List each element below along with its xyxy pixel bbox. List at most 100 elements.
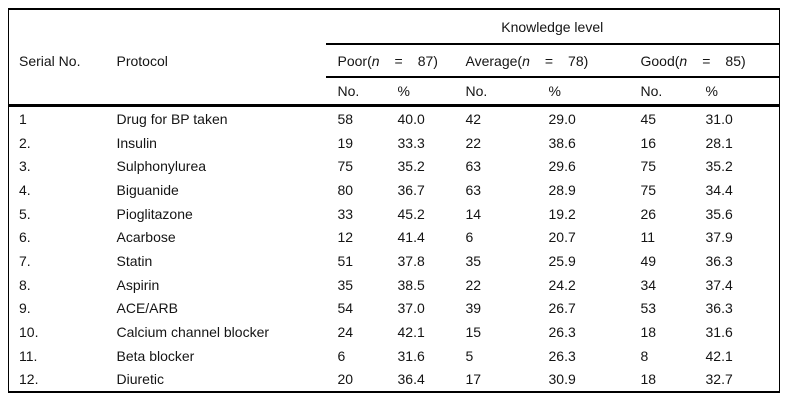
average-no-cell: 22	[465, 276, 482, 293]
average-pct-header: %	[540, 77, 631, 107]
poor-no-cell: 35	[337, 276, 354, 293]
good-no-cell: 45	[640, 110, 657, 127]
average-pct-cell: 26.3	[548, 324, 576, 341]
knowledge-level-table: Serial No. Protocol Knowledge level Poor…	[8, 8, 780, 394]
knowledge-level-header: Knowledge level	[325, 9, 780, 45]
group-header-average: Average(n = 78)	[455, 44, 631, 78]
protocol-cell: Drug for BP taken	[116, 110, 228, 127]
poor-pct-cell: 36.4	[397, 371, 425, 388]
n-symbol: n	[371, 52, 380, 69]
good-pct-cell: 37.9	[705, 229, 733, 246]
good-no-cell: 75	[640, 181, 657, 198]
protocol-cell: Aspirin	[116, 276, 160, 293]
good-no-cell: 8	[640, 347, 649, 364]
average-no-cell: 35	[465, 252, 482, 269]
header-row-sub: No. % No. % No. %	[9, 77, 780, 107]
poor-pct-cell: 42.1	[397, 324, 425, 341]
good-pct-cell: 35.2	[705, 158, 733, 175]
poor-no-cell: 19	[337, 134, 354, 151]
average-no-cell: 63	[465, 158, 482, 175]
poor-no-cell: 75	[337, 158, 354, 175]
good-no-cell: 26	[640, 205, 657, 222]
serial-column-header: Serial No.	[8, 9, 107, 107]
good-no-cell: 18	[640, 371, 657, 388]
table-row: 11. Beta blocker 6 31.6 5 26.3 8 42.1	[9, 344, 780, 368]
n-symbol: n	[522, 52, 530, 69]
good-no-cell: 18	[640, 324, 657, 341]
table-row: 2. Insulin 19 33.3 22 38.6 16 28.1	[9, 131, 780, 155]
average-pct-cell: 25.9	[548, 252, 576, 269]
n-symbol: n	[679, 52, 688, 69]
average-pct-cell: 26.3	[548, 347, 576, 364]
table-row: 9. ACE/ARB 54 37.0 39 26.7 53 36.3	[9, 297, 780, 321]
poor-no-cell: 33	[337, 205, 354, 222]
group-prefix: Poor(	[337, 52, 372, 69]
poor-no-cell: 24	[337, 324, 354, 341]
average-pct-cell: 28.9	[548, 181, 576, 198]
good-pct-cell: 31.6	[705, 324, 733, 341]
equals-sign: =	[544, 52, 554, 69]
average-pct-cell: 29.0	[548, 110, 576, 127]
serial-cell: 6.	[19, 229, 31, 246]
good-pct-header: %	[697, 77, 780, 107]
average-pct-cell: 20.7	[548, 229, 576, 246]
good-pct-cell: 35.6	[705, 205, 733, 222]
good-no-cell: 75	[640, 158, 657, 175]
group-prefix: Average(	[465, 52, 523, 69]
serial-cell: 8.	[19, 276, 31, 293]
equals-sign: =	[394, 52, 403, 69]
good-pct-cell: 34.4	[705, 181, 733, 198]
good-pct-cell: 36.3	[705, 252, 733, 269]
good-pct-cell: 37.4	[705, 276, 733, 293]
average-no-cell: 5	[465, 347, 474, 364]
serial-cell: 10.	[19, 324, 39, 341]
protocol-cell: Statin	[116, 252, 153, 269]
table-body: 1 Drug for BP taken 58 40.0 42 29.0 45 3…	[9, 106, 780, 393]
average-pct-cell: 24.2	[548, 276, 576, 293]
poor-no-cell: 6	[337, 347, 346, 364]
good-no-cell: 34	[640, 276, 657, 293]
average-no-header: No.	[455, 77, 541, 107]
serial-cell: 2.	[19, 134, 31, 151]
serial-cell: 7.	[19, 252, 31, 269]
serial-cell: 1	[19, 110, 27, 127]
serial-cell: 11.	[19, 347, 38, 364]
protocol-cell: Diuretic	[116, 371, 164, 388]
table-row: 5. Pioglitazone 33 45.2 14 19.2 26 35.6	[9, 202, 780, 226]
good-pct-cell: 42.1	[705, 347, 733, 364]
serial-cell: 5.	[19, 205, 31, 222]
group-count: 78)	[568, 52, 589, 69]
table-row: 6. Acarbose 12 41.4 6 20.7 11 37.9	[9, 225, 780, 249]
protocol-cell: Calcium channel blocker	[116, 324, 270, 341]
header-row-top: Serial No. Protocol Knowledge level	[8, 9, 780, 107]
poor-no-cell: 20	[337, 371, 354, 388]
good-no-header: No.	[630, 77, 698, 107]
poor-pct-cell: 37.8	[397, 252, 425, 269]
protocol-cell: Pioglitazone	[116, 205, 193, 222]
poor-pct-cell: 38.5	[397, 276, 425, 293]
good-no-cell: 16	[640, 134, 657, 151]
table-row: 10. Calcium channel blocker 24 42.1 15 2…	[9, 320, 780, 344]
group-header-good: Good(n = 85)	[630, 44, 780, 78]
average-no-cell: 17	[465, 371, 482, 388]
poor-no-cell: 51	[337, 252, 354, 269]
equals-sign: =	[702, 52, 711, 69]
poor-no-cell: 58	[337, 110, 354, 127]
serial-cell: 3.	[19, 158, 31, 175]
serial-cell: 12.	[19, 371, 39, 388]
poor-pct-header: %	[390, 77, 456, 107]
serial-cell: 4.	[19, 181, 31, 198]
poor-pct-cell: 36.7	[397, 181, 425, 198]
average-no-cell: 42	[465, 110, 482, 127]
good-pct-cell: 36.3	[705, 300, 733, 317]
good-no-cell: 11	[640, 229, 656, 246]
average-pct-cell: 30.9	[548, 371, 576, 388]
average-no-cell: 22	[465, 134, 482, 151]
serial-cell: 9.	[19, 300, 31, 317]
table-row: 4. Biguanide 80 36.7 63 28.9 75 34.4	[9, 178, 780, 202]
average-pct-cell: 19.2	[548, 205, 576, 222]
average-pct-cell: 26.7	[548, 300, 576, 317]
table-header: Serial No. Protocol Knowledge level Poor…	[8, 9, 780, 107]
poor-no-cell: 12	[337, 229, 354, 246]
